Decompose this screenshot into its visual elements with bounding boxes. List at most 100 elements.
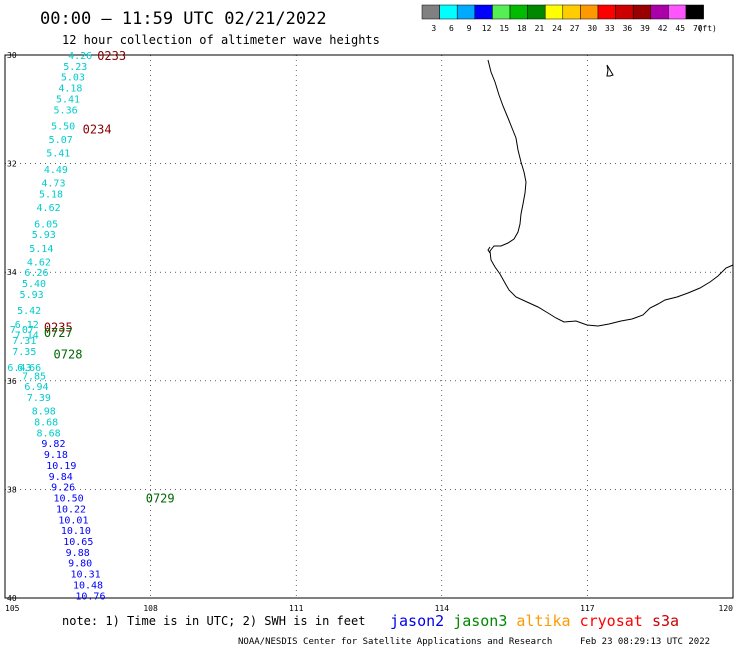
footer-credit: NOAA/NESDIS Center for Satellite Applica… [238,637,552,647]
wave-height-label: 10.22 [56,504,86,515]
wave-height-label: 4.26 [68,51,92,62]
satellite-s3a: s3a [652,612,679,630]
wave-height-label: 5.03 [61,73,85,84]
legend-label-70: 70 [693,24,703,33]
coastline [487,59,734,327]
legend-swatch-24 [544,4,564,20]
wave-height-label: 10.48 [73,580,103,591]
legend-swatch-70 [685,4,704,20]
legend-swatch-15 [492,4,511,20]
pass-time-0728: 0728 [54,348,83,362]
satellite-jason2: jason2 [390,612,444,630]
legend-swatch-45 [668,4,687,20]
satellite-legend: jason2 jason3 altika cryosat s3a [390,612,679,630]
legend-label-18: 18 [517,24,527,33]
lon-tick-105: 105 [5,604,20,613]
wave-height-label: 5.42 [17,306,41,317]
wave-height-label: 5.41 [46,149,70,160]
wave-height-label: 6.94 [24,382,48,393]
wave-height-label: 9.18 [44,450,68,461]
wave-height-label: 6.12 [15,320,39,331]
lat-tick-34: 34 [7,268,17,277]
legend-swatch-12 [474,4,493,20]
wave-height-label: 8.98 [32,407,56,418]
wave-height-label: 9.84 [49,472,73,483]
wave-height-label: 6.05 [34,219,58,230]
satellite-cryosat: cryosat [580,612,643,630]
wave-height-observations: 4.265.235.034.185.415.365.505.075.414.49… [7,51,105,602]
lat-tick-38: 38 [7,485,17,494]
lat-lon-grid [5,55,733,598]
legend-label-24: 24 [552,24,562,33]
legend-label-33: 33 [605,24,615,33]
legend-label-3: 3 [431,24,436,33]
map-subtitle: 12 hour collection of altimeter wave hei… [62,33,380,47]
pass-time-0729: 0729 [146,492,175,506]
wave-height-label: 4.62 [37,203,61,214]
pass-time-0234: 0234 [83,122,112,136]
wave-height-label: 9.88 [66,548,90,559]
wave-height-label: 10.65 [63,537,93,548]
wave-height-label: 9.82 [41,439,65,450]
legend-swatch-9 [456,4,476,20]
wave-height-label: 5.93 [32,230,56,241]
lon-tick-120: 120 [719,604,734,613]
legend-swatch-33 [597,4,616,20]
wave-height-label: 5.50 [51,122,75,133]
wave-height-label: 7.14 [15,331,39,342]
wave-height-label: 7.31 [12,336,36,347]
wave-height-label: 5.40 [22,279,46,290]
legend-swatch-21 [527,4,546,20]
wave-height-label: 7.39 [27,393,51,404]
wave-height-label: 4.62 [27,257,51,268]
lat-tick-40: 40 [7,594,17,603]
lon-tick-111: 111 [289,604,304,613]
wave-height-label: 8.68 [34,418,58,429]
wave-height-label: 9.26 [51,483,75,494]
note-text: note: 1) Time is in UTC; 2) SWH is in fe… [62,614,365,628]
wave-height-label: 7.07 [10,325,34,336]
wave-height-label: 5.41 [56,94,80,105]
wave-height-label: 5.18 [39,189,63,200]
pass-time-0233: 0233 [97,49,126,63]
wave-height-label: 6.26 [24,268,48,279]
lon-tick-108: 108 [143,604,158,613]
coastline-mouth [487,246,491,254]
satellite-altika: altika [516,612,570,630]
wave-height-label: 6.66 [17,363,41,374]
legend-swatch-27 [562,4,581,20]
legend-label-9: 9 [467,24,472,33]
legend-swatch-39 [632,4,652,20]
legend-label-42: 42 [658,24,668,33]
wave-height-label: 8.68 [37,428,61,439]
legend-swatch-18 [509,4,528,20]
lat-tick-36: 36 [7,377,17,386]
wave-height-label: 10.31 [71,570,101,581]
lat-tick-32: 32 [7,160,17,169]
wave-height-label: 10.76 [75,591,105,602]
satellite-jason3: jason3 [453,612,507,630]
legend-swatch-42 [650,4,669,20]
wave-height-label: 7.35 [12,347,36,358]
legend-swatch-6 [439,4,458,20]
wave-height-label: 5.14 [29,244,53,255]
wave-height-label: 5.23 [63,62,87,73]
legend-swatch-3 [421,4,440,20]
map-title: 00:00 – 11:59 UTC 02/21/2022 [40,9,327,29]
coastline-island [606,64,614,77]
lat-tick-30: 30 [7,51,17,60]
legend-unit: (ft) [698,24,717,33]
legend-swatch-36 [615,4,634,20]
legend-label-45: 45 [675,24,685,33]
legend-label-30: 30 [587,24,597,33]
color-legend: 3 6 9 12 15 18 21 24 27 30 33 36 39 42 45 70(ft) [421,4,717,33]
wave-height-label: 6.43 [7,363,31,374]
legend-label-12: 12 [482,24,492,33]
legend-label-27: 27 [570,24,580,33]
lon-tick-114: 114 [435,604,450,613]
pass-time-0235: 0235 [44,321,73,335]
wave-height-label: 4.18 [58,84,82,95]
wave-height-label: 7.85 [22,371,46,382]
